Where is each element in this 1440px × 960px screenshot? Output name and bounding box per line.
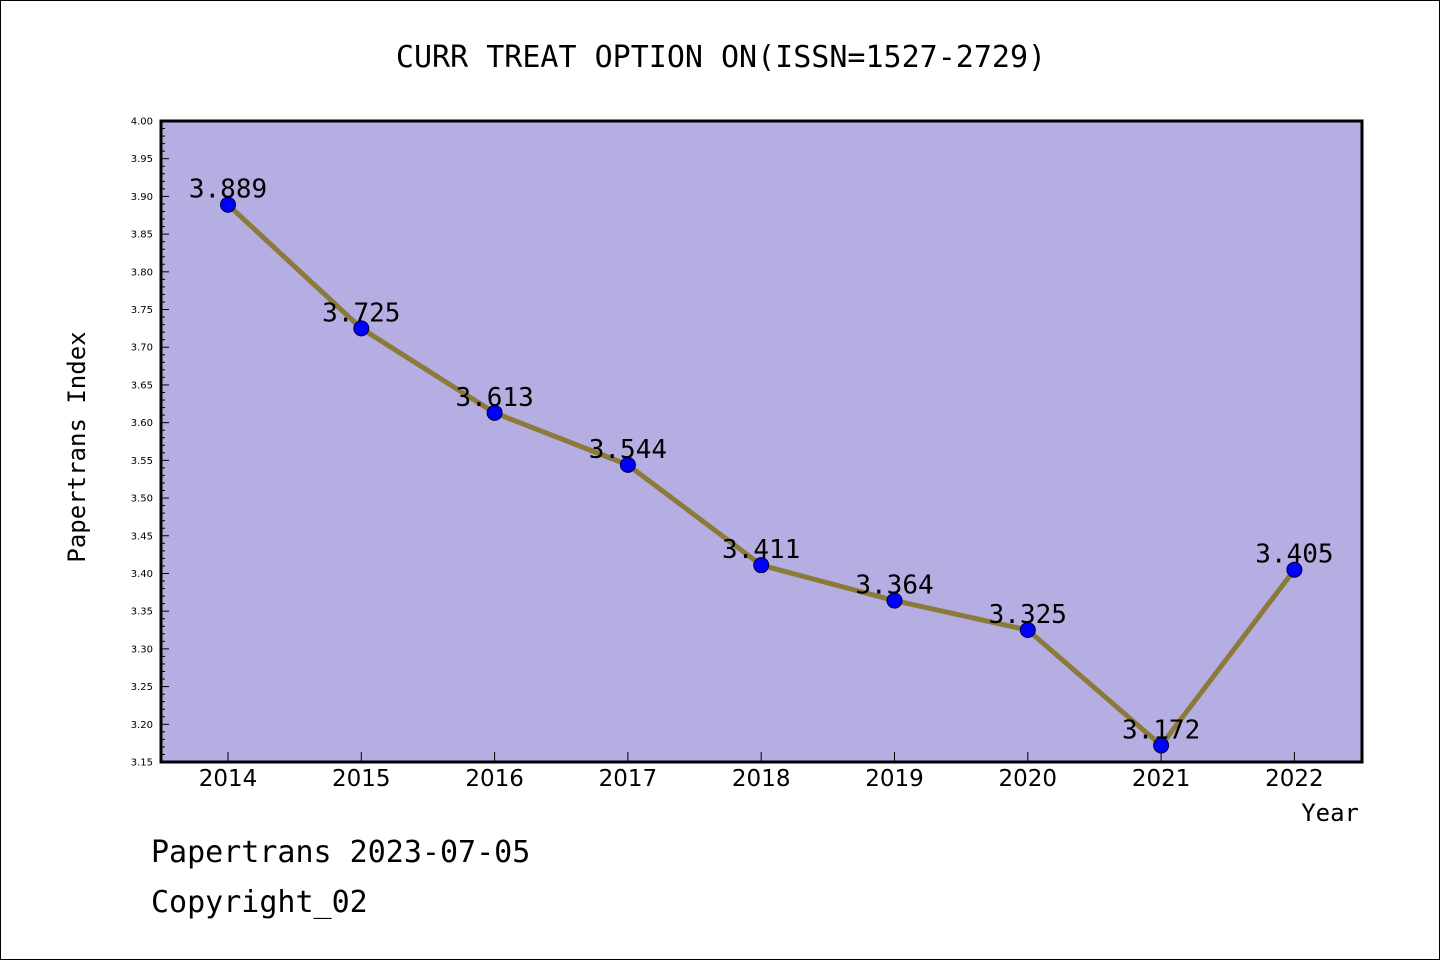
data-point-2022 — [1286, 561, 1303, 578]
y-tick-label: 3.95 — [131, 154, 153, 165]
chart-title: CURR TREAT OPTION ON(ISSN=1527-2729) — [396, 40, 1046, 75]
data-markers — [220, 196, 1303, 754]
y-tick-label: 3.15 — [131, 758, 153, 769]
y-tick-label: 3.35 — [131, 607, 153, 618]
plot-area — [161, 121, 1362, 762]
x-tick-label: 2014 — [199, 766, 258, 792]
data-label-2016: 3.613 — [455, 383, 533, 413]
data-label-2014: 3.889 — [189, 175, 267, 205]
y-tick-label: 3.50 — [131, 494, 153, 505]
x-tick-label: 2020 — [999, 766, 1058, 792]
data-point-2018 — [753, 557, 770, 574]
x-tick-label: 2017 — [599, 766, 658, 792]
y-tick-label: 3.20 — [131, 720, 153, 731]
y-tick-label: 3.45 — [131, 531, 153, 542]
y-tick-label: 3.65 — [131, 380, 153, 391]
x-tick-label: 2022 — [1265, 766, 1324, 792]
x-tick-label: 2019 — [865, 766, 924, 792]
y-tick-label: 3.55 — [131, 456, 153, 467]
data-label-2020: 3.325 — [989, 600, 1067, 630]
y-axis-label: Papertrans Index — [63, 331, 91, 562]
x-tick-label: 2021 — [1132, 766, 1191, 792]
x-axis-ticks — [227, 752, 1295, 762]
data-label-2021: 3.172 — [1122, 715, 1200, 745]
data-label-2022: 3.405 — [1255, 540, 1333, 570]
y-tick-label: 3.40 — [131, 569, 153, 580]
x-tick-label: 2016 — [465, 766, 524, 792]
y-tick-label: 3.85 — [131, 230, 153, 241]
plot-frame — [159, 119, 1364, 764]
footer-copyright: Copyright_02 — [151, 885, 368, 920]
footer-date: Papertrans 2023-07-05 — [151, 835, 531, 870]
data-label-2015: 3.725 — [322, 298, 400, 328]
y-tick-label: 3.25 — [131, 682, 153, 693]
x-tick-label: 2018 — [732, 766, 791, 792]
data-point-2020 — [1019, 622, 1036, 639]
y-tick-label: 3.70 — [131, 343, 153, 354]
y-tick-label: 3.60 — [131, 418, 153, 429]
data-point-2021 — [1153, 737, 1170, 754]
y-tick-label: 3.75 — [131, 305, 153, 316]
data-label-2017: 3.544 — [589, 435, 667, 465]
data-point-2016 — [486, 404, 503, 421]
y-tick-label: 4.00 — [131, 117, 153, 128]
x-axis-tick-labels: 2014 2015 2016 2017 2018 2019 2020 2021 2022 — [199, 766, 1324, 792]
x-tick-label: 2015 — [332, 766, 391, 792]
y-tick-label: 3.30 — [131, 644, 153, 655]
data-label-2018: 3.411 — [722, 535, 800, 565]
data-point-2017 — [619, 456, 636, 473]
data-label-2019: 3.364 — [855, 571, 933, 601]
data-labels: 3.889 3.725 3.613 3.544 3.411 3.364 3.325 3.172… — [189, 175, 1334, 746]
data-point-2015 — [353, 320, 370, 337]
data-point-2019 — [886, 592, 903, 609]
y-tick-label: 3.80 — [131, 267, 153, 278]
x-axis-label: Year — [1301, 799, 1359, 827]
data-point-2014 — [220, 196, 236, 213]
y-axis-tick-labels: 3.15 3.20 3.25 3.30 3.35 3.40 3.45 3.50 3.55 3.60… — [131, 117, 153, 769]
y-tick-label: 3.90 — [131, 192, 153, 203]
